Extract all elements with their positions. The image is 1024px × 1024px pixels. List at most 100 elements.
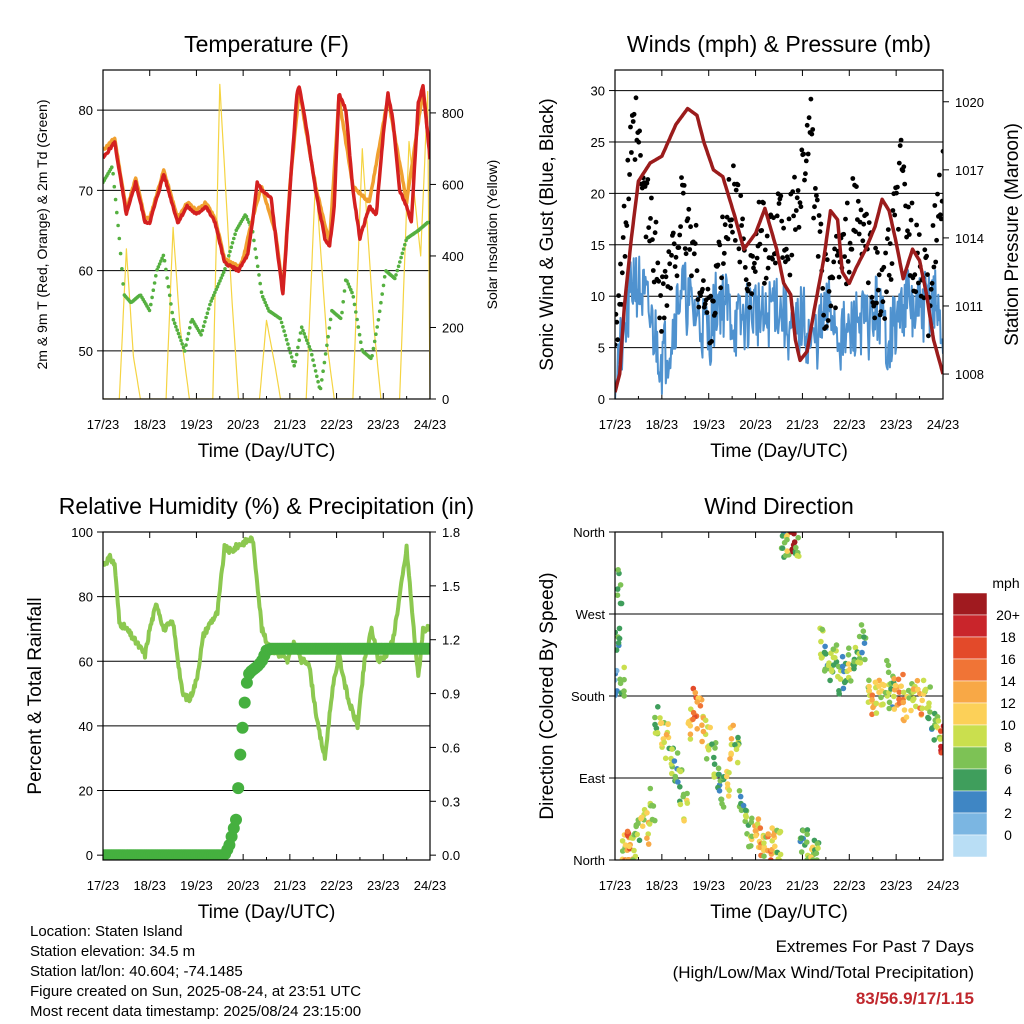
direction-point xyxy=(733,746,740,753)
gust-point xyxy=(656,278,662,284)
y2-tick-label: 1014 xyxy=(955,231,984,246)
direction-point xyxy=(649,802,655,809)
gust-point xyxy=(935,191,940,197)
gust-point xyxy=(928,286,934,292)
direction-point xyxy=(699,738,705,745)
direction-point xyxy=(619,838,626,844)
direction-point xyxy=(822,643,828,650)
direction-point xyxy=(644,835,650,841)
gust-point xyxy=(709,339,714,344)
dewpoint-point xyxy=(375,325,380,329)
gust-point xyxy=(905,228,910,234)
gust-point xyxy=(897,143,903,149)
direction-point xyxy=(712,745,718,751)
dewpoint-point xyxy=(354,310,358,314)
direction-point xyxy=(910,697,916,704)
y2-tick-label: 1017 xyxy=(955,163,984,178)
direction-point xyxy=(900,699,907,706)
direction-point xyxy=(730,722,736,729)
gust-point xyxy=(901,164,907,170)
gust-point xyxy=(826,289,832,294)
gust-point xyxy=(643,234,649,240)
direction-point xyxy=(674,750,681,756)
direction-point xyxy=(675,779,681,785)
y2-tick-label: 1011 xyxy=(955,299,983,314)
direction-point xyxy=(655,704,661,710)
gust-point xyxy=(828,303,834,309)
dewpoint-point xyxy=(257,273,261,277)
gust-point xyxy=(824,257,830,263)
dewpoint-point xyxy=(253,247,257,251)
direction-point xyxy=(657,715,663,721)
direction-point xyxy=(927,684,933,690)
gust-point xyxy=(700,286,705,292)
gust-point xyxy=(875,287,881,293)
gust-point xyxy=(885,236,890,242)
gust-point xyxy=(698,293,703,299)
gust-point xyxy=(638,153,643,158)
gust-point xyxy=(625,157,631,163)
dewpoint-point xyxy=(227,254,231,258)
direction-point xyxy=(798,835,805,841)
y-tick-label: 30 xyxy=(591,84,605,99)
gust-point xyxy=(926,333,931,339)
x-tick-label: 21/23 xyxy=(274,417,307,432)
dewpoint-point xyxy=(347,285,352,289)
gust-point xyxy=(745,288,751,294)
gust-point xyxy=(717,242,723,248)
direction-point xyxy=(861,640,868,646)
direction-point xyxy=(753,832,759,839)
gust-point xyxy=(739,223,744,228)
direction-point xyxy=(903,714,910,720)
direction-point xyxy=(742,807,749,814)
gust-point xyxy=(853,229,858,235)
y2-tick-label: 600 xyxy=(442,177,464,192)
direction-point xyxy=(662,755,669,762)
sonic-wind-line xyxy=(615,255,943,399)
direction-point xyxy=(742,812,749,819)
colorbar-swatch xyxy=(952,724,988,748)
gust-point xyxy=(929,280,935,286)
extremes-title: Extremes For Past 7 Days xyxy=(775,937,974,956)
y2-tick-label: 0.9 xyxy=(442,687,460,702)
direction-point xyxy=(615,592,621,598)
y2-tick-label: 400 xyxy=(442,249,464,264)
gust-point xyxy=(841,231,847,237)
y-axis-label: Sonic Wind & Gust (Blue, Black) xyxy=(537,98,558,370)
dewpoint-point xyxy=(350,290,354,295)
x-axis-label: Time (Day/UTC) xyxy=(198,441,336,462)
x-tick-label: 23/23 xyxy=(367,878,400,893)
gust-point xyxy=(937,212,943,218)
dewpoint-point xyxy=(203,320,207,324)
y2-tick-label: 800 xyxy=(442,106,464,121)
direction-point xyxy=(791,539,798,545)
dewpoint-point xyxy=(357,332,362,337)
direction-point xyxy=(740,802,747,809)
direction-point xyxy=(665,721,671,728)
gust-point xyxy=(906,232,912,237)
dewpoint-point xyxy=(181,345,186,350)
direction-point xyxy=(687,736,694,742)
gust-point xyxy=(740,216,745,222)
dewpoint-point xyxy=(147,308,152,313)
x-tick-label: 17/23 xyxy=(599,417,632,432)
direction-point xyxy=(879,681,886,688)
direction-point xyxy=(873,700,879,707)
direction-point xyxy=(652,817,658,824)
y-tick-label: 80 xyxy=(79,590,93,605)
gust-point xyxy=(796,224,802,230)
gust-point xyxy=(631,111,637,117)
dewpoint-point xyxy=(162,258,167,263)
x-tick-label: 22/23 xyxy=(833,878,866,893)
dewpoint-point xyxy=(149,302,153,307)
gust-point xyxy=(619,302,624,307)
direction-point xyxy=(872,679,879,686)
x-tick-label: 18/23 xyxy=(646,417,679,432)
direction-point xyxy=(654,729,661,736)
direction-point xyxy=(913,703,919,710)
gust-point xyxy=(762,280,767,286)
gust-point xyxy=(873,245,878,251)
gust-point xyxy=(691,251,697,257)
gust-point xyxy=(794,195,800,201)
dewpoint-point xyxy=(283,333,288,338)
